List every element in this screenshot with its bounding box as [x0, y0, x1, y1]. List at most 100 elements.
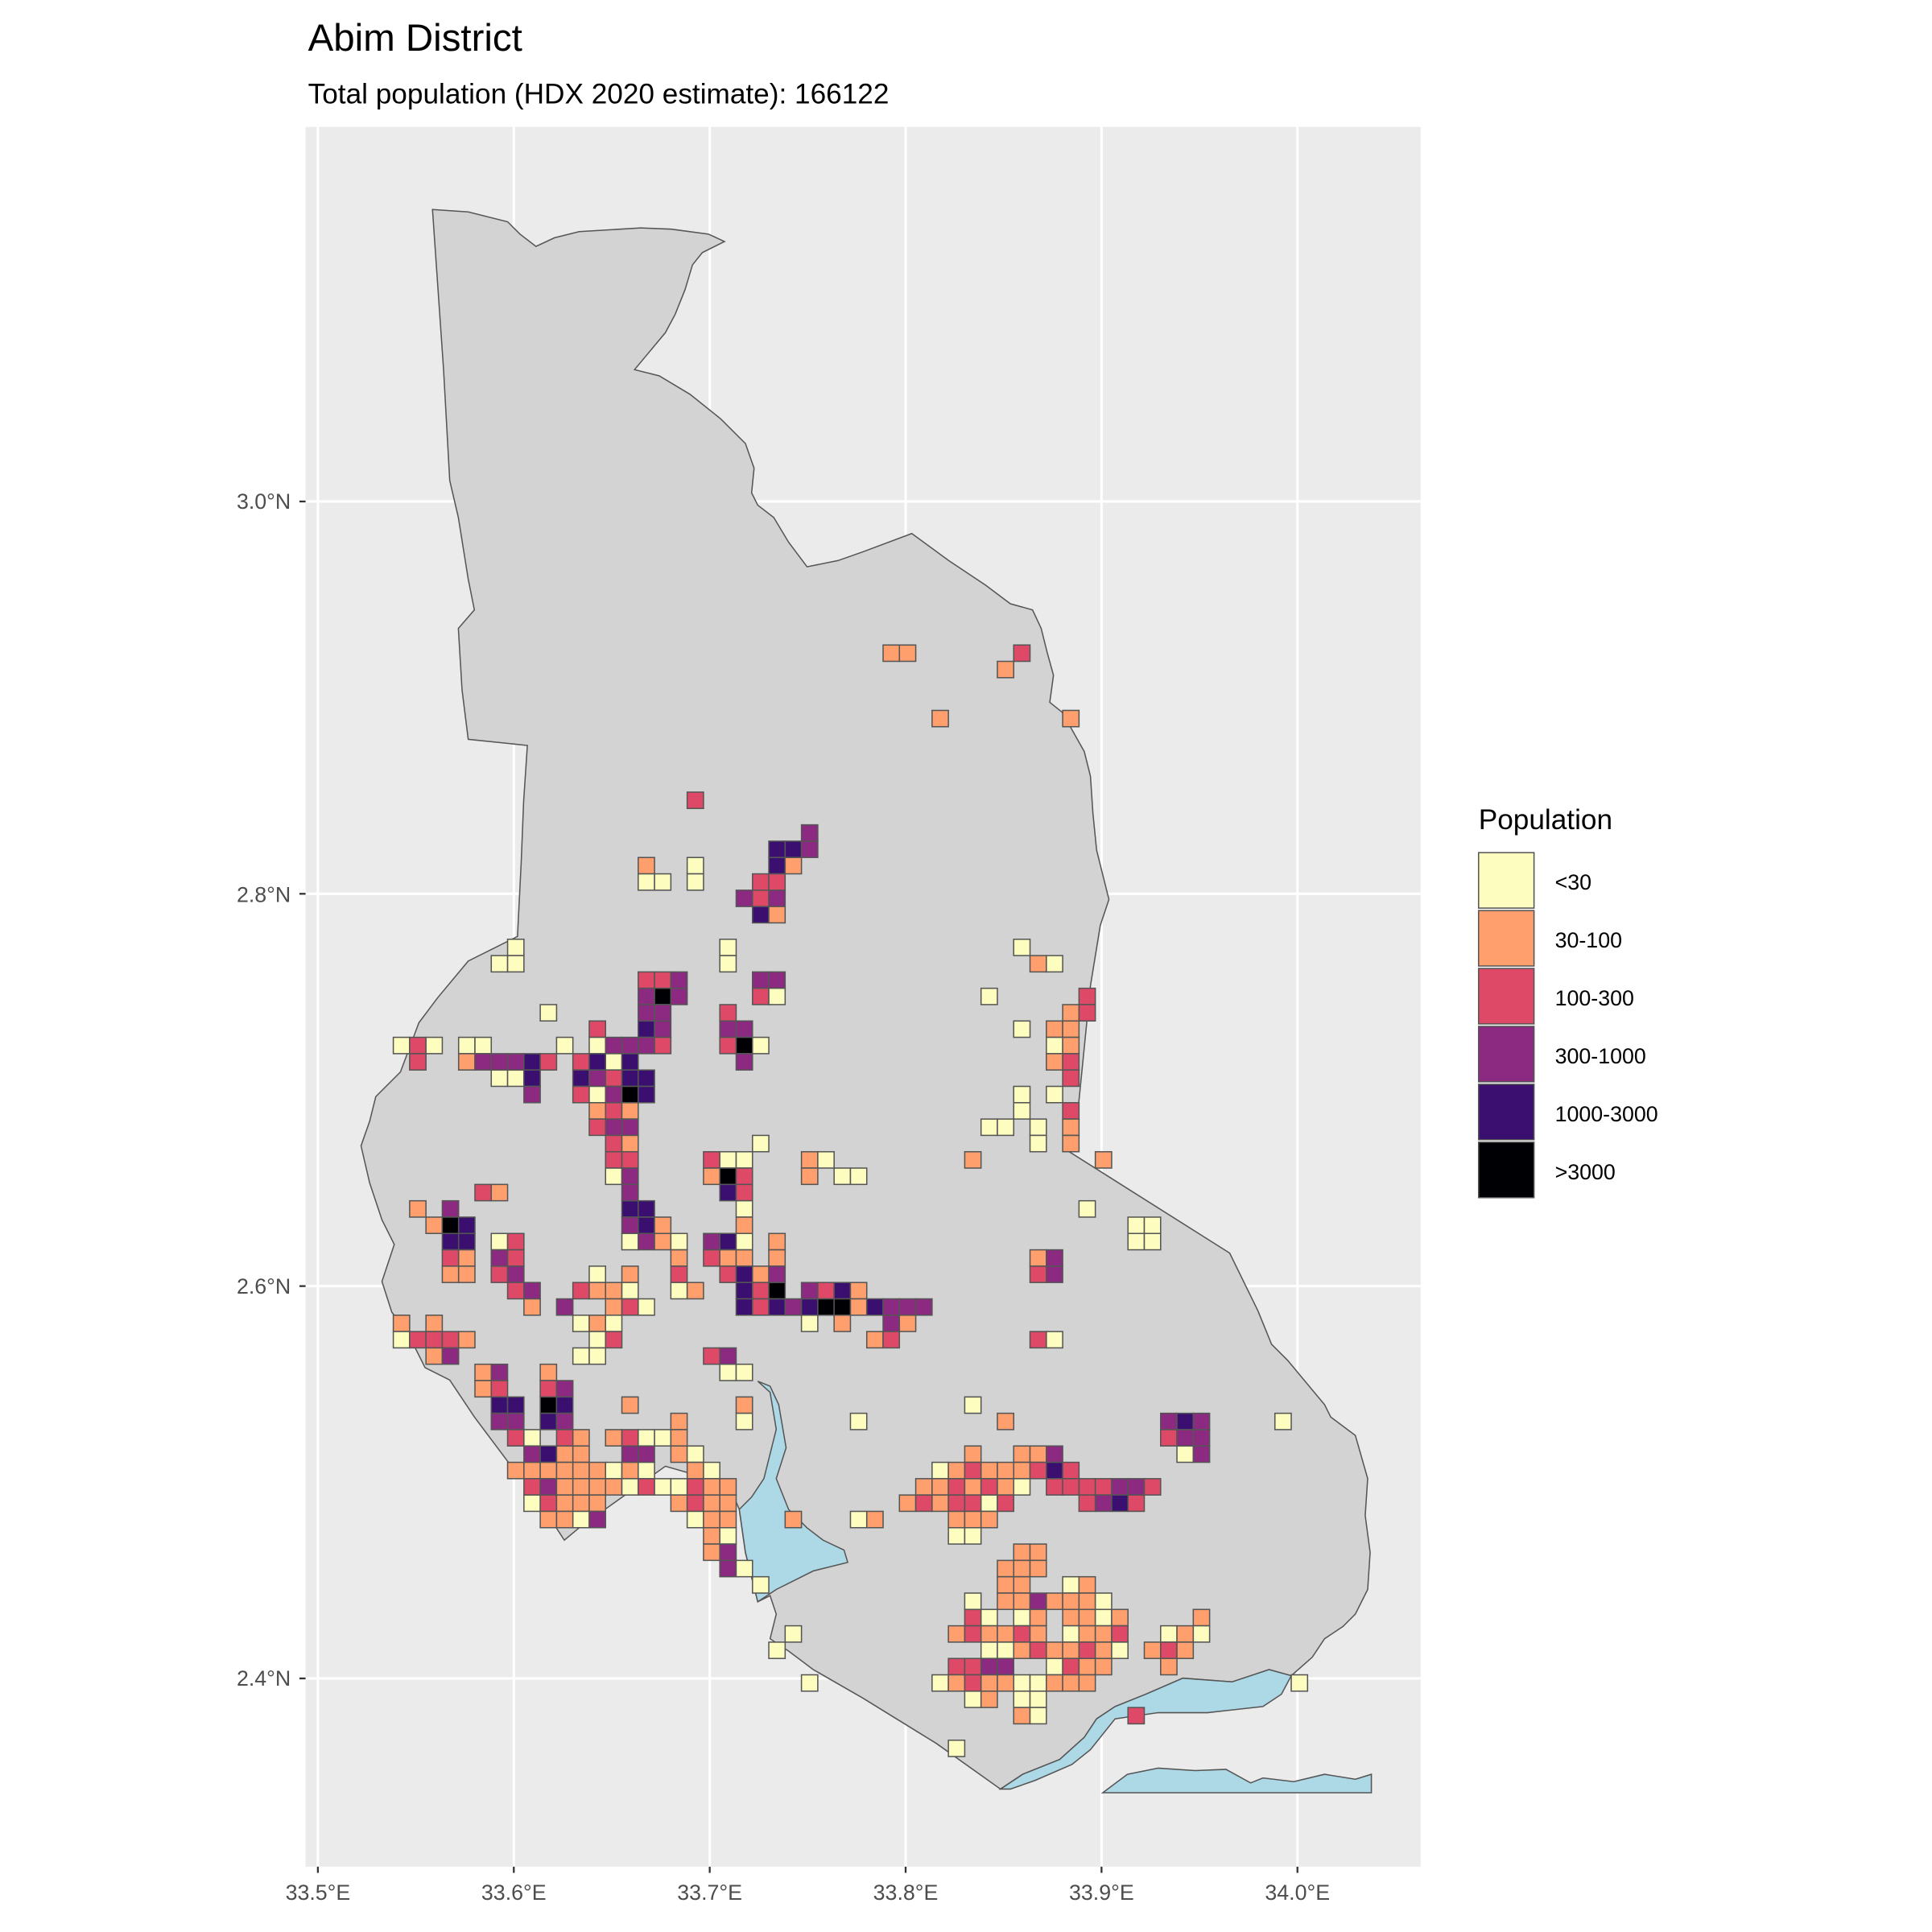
population-cell	[735, 1020, 753, 1038]
population-cell	[638, 1232, 655, 1251]
population-cell	[539, 1461, 558, 1480]
population-cell	[490, 1412, 509, 1430]
population-cell	[768, 1282, 786, 1300]
population-cell	[654, 1036, 672, 1055]
population-cell	[1176, 1412, 1195, 1430]
population-cell	[588, 1478, 607, 1496]
population-cell	[523, 1282, 541, 1300]
population-cell	[1062, 1592, 1080, 1611]
population-cell	[539, 1363, 558, 1381]
population-cell	[1094, 1641, 1113, 1659]
population-cell	[719, 955, 737, 973]
x-tick-label: 34.0°E	[1265, 1880, 1330, 1905]
population-cell	[1127, 1232, 1146, 1251]
population-cell	[621, 1085, 639, 1104]
lake-west	[738, 1381, 849, 1604]
population-cell	[588, 1053, 607, 1071]
population-cell	[457, 1331, 476, 1349]
population-cell	[588, 1510, 607, 1529]
population-cell	[605, 1053, 623, 1071]
population-cell	[980, 1674, 998, 1692]
population-cell	[1029, 1134, 1047, 1153]
population-cell	[605, 1118, 623, 1137]
population-cell	[539, 1478, 558, 1496]
population-cell	[1078, 1575, 1096, 1594]
population-cell	[654, 1004, 672, 1022]
population-cell	[1046, 1331, 1063, 1349]
population-cell	[638, 1036, 655, 1055]
population-cell	[1078, 987, 1096, 1005]
population-cell	[638, 1069, 655, 1088]
population-cell	[605, 1167, 623, 1186]
population-cell	[752, 1036, 770, 1055]
population-cell	[1029, 1559, 1047, 1578]
chart-subtitle: Total population (HDX 2020 estimate): 16…	[308, 79, 890, 110]
population-cell	[997, 1461, 1015, 1480]
population-cell	[964, 1657, 982, 1676]
population-cell	[997, 1575, 1015, 1594]
population-cell	[800, 824, 819, 842]
population-cell	[719, 1232, 737, 1251]
population-cell	[588, 1494, 607, 1513]
legend-key	[1477, 910, 1535, 967]
population-cell	[638, 873, 655, 891]
population-cell	[1013, 1478, 1031, 1496]
population-cell	[605, 1478, 623, 1496]
legend-key	[1477, 852, 1535, 909]
population-cell	[605, 1085, 623, 1104]
population-cell	[523, 1478, 541, 1496]
population-cell	[490, 1396, 509, 1414]
population-cell	[719, 1363, 737, 1381]
population-cell	[768, 857, 786, 875]
population-cell	[735, 1396, 753, 1414]
population-cell	[1013, 644, 1031, 663]
population-cell	[474, 1053, 493, 1071]
population-cell	[638, 987, 655, 1005]
population-cell	[605, 1069, 623, 1088]
population-cell	[588, 1347, 607, 1365]
population-cell	[865, 1331, 884, 1349]
population-cell	[752, 890, 770, 907]
y-tick-label: 3.0°N	[237, 489, 291, 514]
population-cell	[670, 1282, 688, 1300]
population-cell	[784, 840, 803, 858]
population-cell	[441, 1232, 460, 1251]
population-cell	[1127, 1216, 1146, 1235]
population-cell	[980, 1478, 998, 1496]
population-cell	[931, 709, 949, 728]
population-cell	[441, 1216, 460, 1235]
population-cell	[849, 1510, 868, 1529]
population-cell	[1062, 1036, 1080, 1055]
population-cell	[638, 1478, 655, 1496]
population-cell	[1013, 1445, 1031, 1463]
population-cell	[555, 1510, 574, 1529]
population-cell	[1029, 1624, 1047, 1643]
population-cell	[523, 1429, 541, 1447]
population-cell	[1143, 1641, 1162, 1659]
population-cell	[997, 1494, 1015, 1513]
population-cell	[392, 1331, 411, 1349]
population-cell	[1127, 1478, 1146, 1496]
population-cell	[703, 1543, 720, 1562]
population-cell	[1029, 1331, 1047, 1349]
population-cell	[474, 1363, 493, 1381]
population-cell	[1094, 1478, 1113, 1496]
population-cell	[768, 987, 786, 1005]
population-cell	[947, 1494, 966, 1513]
population-cell	[1013, 1461, 1031, 1480]
population-cell	[539, 1510, 558, 1529]
population-cell	[638, 1429, 655, 1447]
population-cell	[539, 1494, 558, 1513]
population-cell	[506, 1232, 525, 1251]
population-cell	[752, 1298, 770, 1316]
population-cell	[441, 1265, 460, 1283]
population-cell	[768, 906, 786, 924]
population-cell	[686, 1461, 704, 1480]
population-cell	[1290, 1674, 1309, 1692]
population-cell	[654, 1232, 672, 1251]
population-cell	[621, 1282, 639, 1300]
population-cell	[1078, 1494, 1096, 1513]
population-cell	[621, 1053, 639, 1071]
population-cell	[506, 1429, 525, 1447]
population-cell	[964, 1150, 982, 1169]
